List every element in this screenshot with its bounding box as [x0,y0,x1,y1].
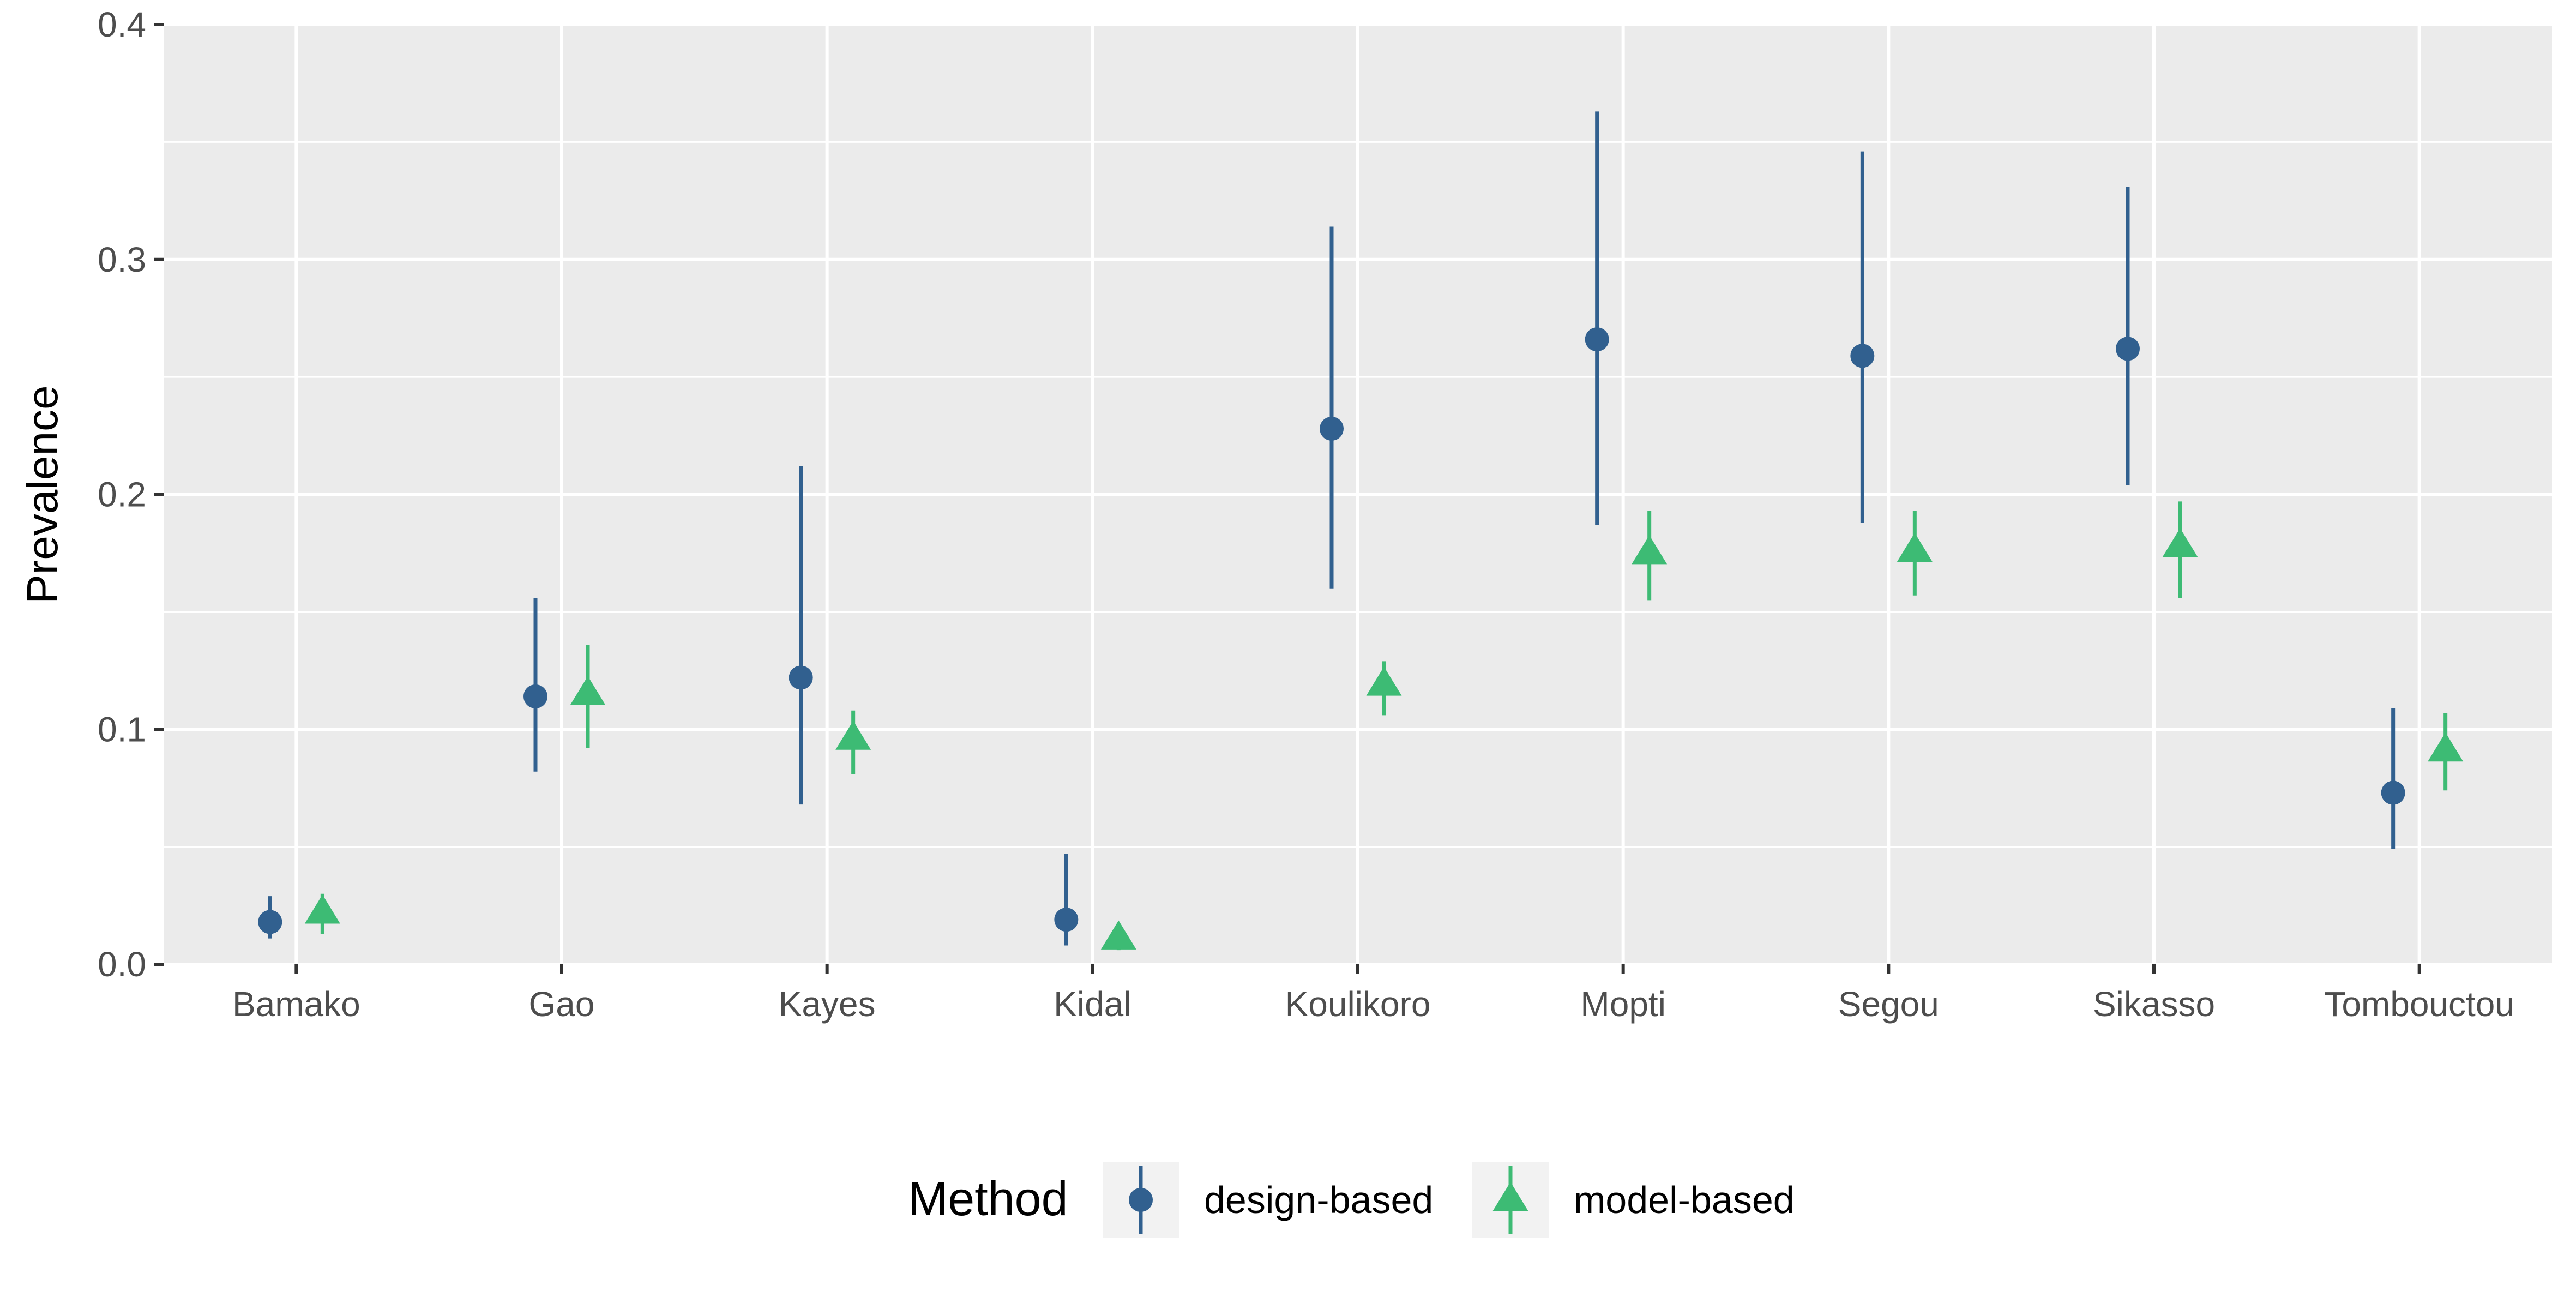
series-model-based [304,501,2464,951]
legend-item-design-based: design-based [1103,1162,1433,1238]
grid-lines [164,23,2552,966]
data-point [258,910,282,934]
axes: 0.0 0.1 0.2 0.3 0.4 Bamako Gao Kayes Kidal Koulik… [18,5,2514,1024]
x-tick-label: Tombouctou [2324,984,2514,1024]
x-tick-label: Bamako [232,984,360,1024]
data-point [1054,908,1079,932]
data-point [523,684,547,708]
data-point [1366,666,1402,696]
legend-item-model-based: model-based [1472,1162,1795,1238]
x-tick-label: Sikasso [2093,984,2215,1024]
legend-key-marker [1129,1188,1153,1212]
data-point [570,676,606,705]
x-tick-label: Gao [529,984,595,1024]
data-point [1585,327,1609,352]
data-point [2428,732,2464,762]
y-tick-label: 0.3 [98,240,146,279]
x-tick-label: Koulikoro [1285,984,1431,1024]
series-design-based [258,111,2405,946]
legend-title: Method [908,1172,1068,1226]
data-point [2116,337,2140,361]
data-point [1850,344,1875,368]
data-point [2162,528,2198,557]
data-point [835,720,871,750]
y-tick-label: 0.4 [98,5,146,44]
data-point [1632,535,1668,565]
x-tick-label: Mopti [1580,984,1666,1024]
legend: Method design-based model-based [908,1162,1795,1238]
y-tick-label: 0.0 [98,945,146,984]
data-point [1897,532,1933,562]
legend-label: model-based [1574,1179,1795,1221]
data-point [789,665,813,690]
x-tick-label: Segou [1838,984,1939,1024]
data-point [1100,920,1136,950]
y-axis-title: Prevalence [18,385,67,603]
data-point [1320,416,1344,441]
y-tick-label: 0.2 [98,475,146,514]
x-tick-label: Kidal [1054,984,1131,1024]
x-tick-label: Kayes [779,984,876,1024]
y-tick-label: 0.1 [98,710,146,749]
legend-label: design-based [1204,1179,1433,1221]
data-point [2381,780,2405,805]
legend-key-marker [1492,1182,1528,1211]
data-point [304,894,340,924]
data-marks [258,111,2464,951]
